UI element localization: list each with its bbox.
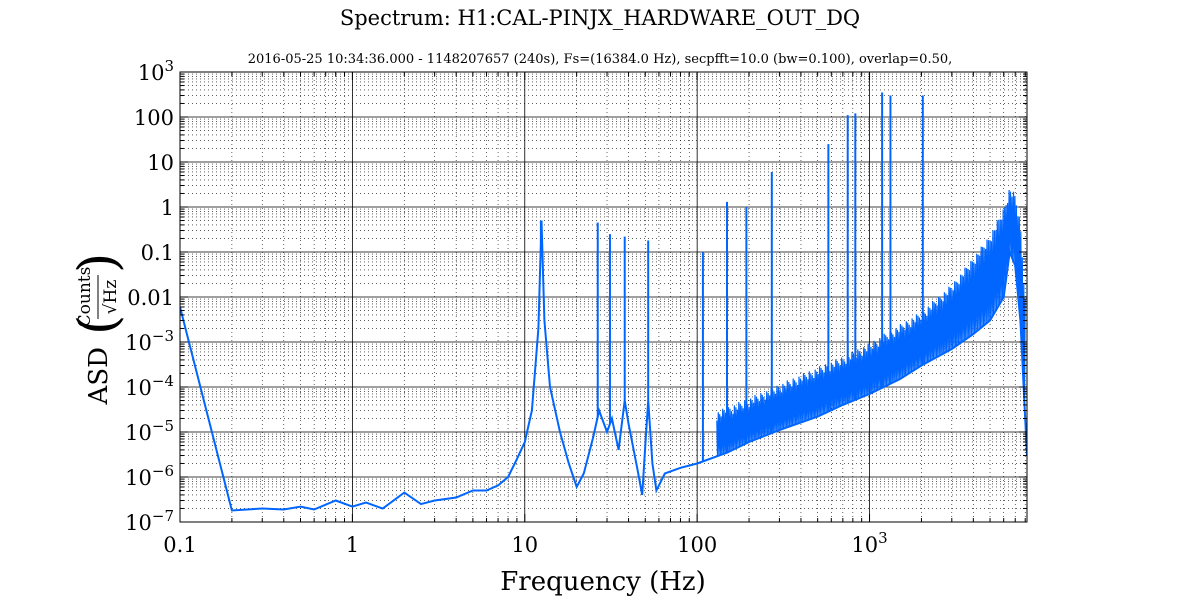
tick-labels: 0.1 1 10 100 103 10−7 10−6 10−5 10−4 10−3 0.01 0.1 1…: [125, 57, 888, 557]
x-tick-label: 0.1: [163, 533, 196, 557]
y-axis-label-prefix: ASD: [84, 347, 114, 405]
y-tick-label: 10−6: [125, 462, 174, 490]
y-tick-label: 0.1: [141, 241, 174, 265]
y-tick-label: 100: [134, 106, 174, 130]
y-tick-label: 0.01: [127, 286, 174, 310]
y-axis-paren-left: (: [69, 315, 129, 335]
y-axis-unit-denominator: √Hz: [101, 280, 121, 315]
tick-marks: [179, 71, 1027, 523]
y-tick-label: 1: [161, 196, 174, 220]
x-axis-label: Frequency (Hz): [500, 567, 706, 597]
spectrum-series-line: [180, 220, 1027, 512]
x-tick-label: 10: [511, 533, 538, 557]
chart-title: Spectrum: H1:CAL-PINJX_HARDWARE_OUT_DQ: [339, 6, 861, 30]
x-tick-label: 103: [851, 529, 887, 557]
y-tick-label: 10−5: [125, 417, 174, 445]
y-tick-label: 10−4: [125, 372, 174, 400]
y-tick-label: 10−7: [125, 507, 174, 535]
y-axis-label: ASD ( Counts √Hz ): [69, 253, 129, 406]
x-tick-label: 100: [677, 533, 717, 557]
chart-subtitle: 2016-05-25 10:34:36.000 - 1148207657 (24…: [247, 52, 953, 67]
y-tick-label: 103: [138, 57, 174, 85]
y-axis-unit-numerator: Counts: [75, 267, 95, 328]
y-axis-paren-right: ): [69, 253, 129, 273]
y-tick-label: 10: [147, 151, 174, 175]
y-tick-label: 10−3: [125, 327, 174, 355]
x-tick-label: 1: [346, 533, 359, 557]
noise-band-line: [716, 189, 1026, 457]
data-layer: [180, 92, 1027, 512]
